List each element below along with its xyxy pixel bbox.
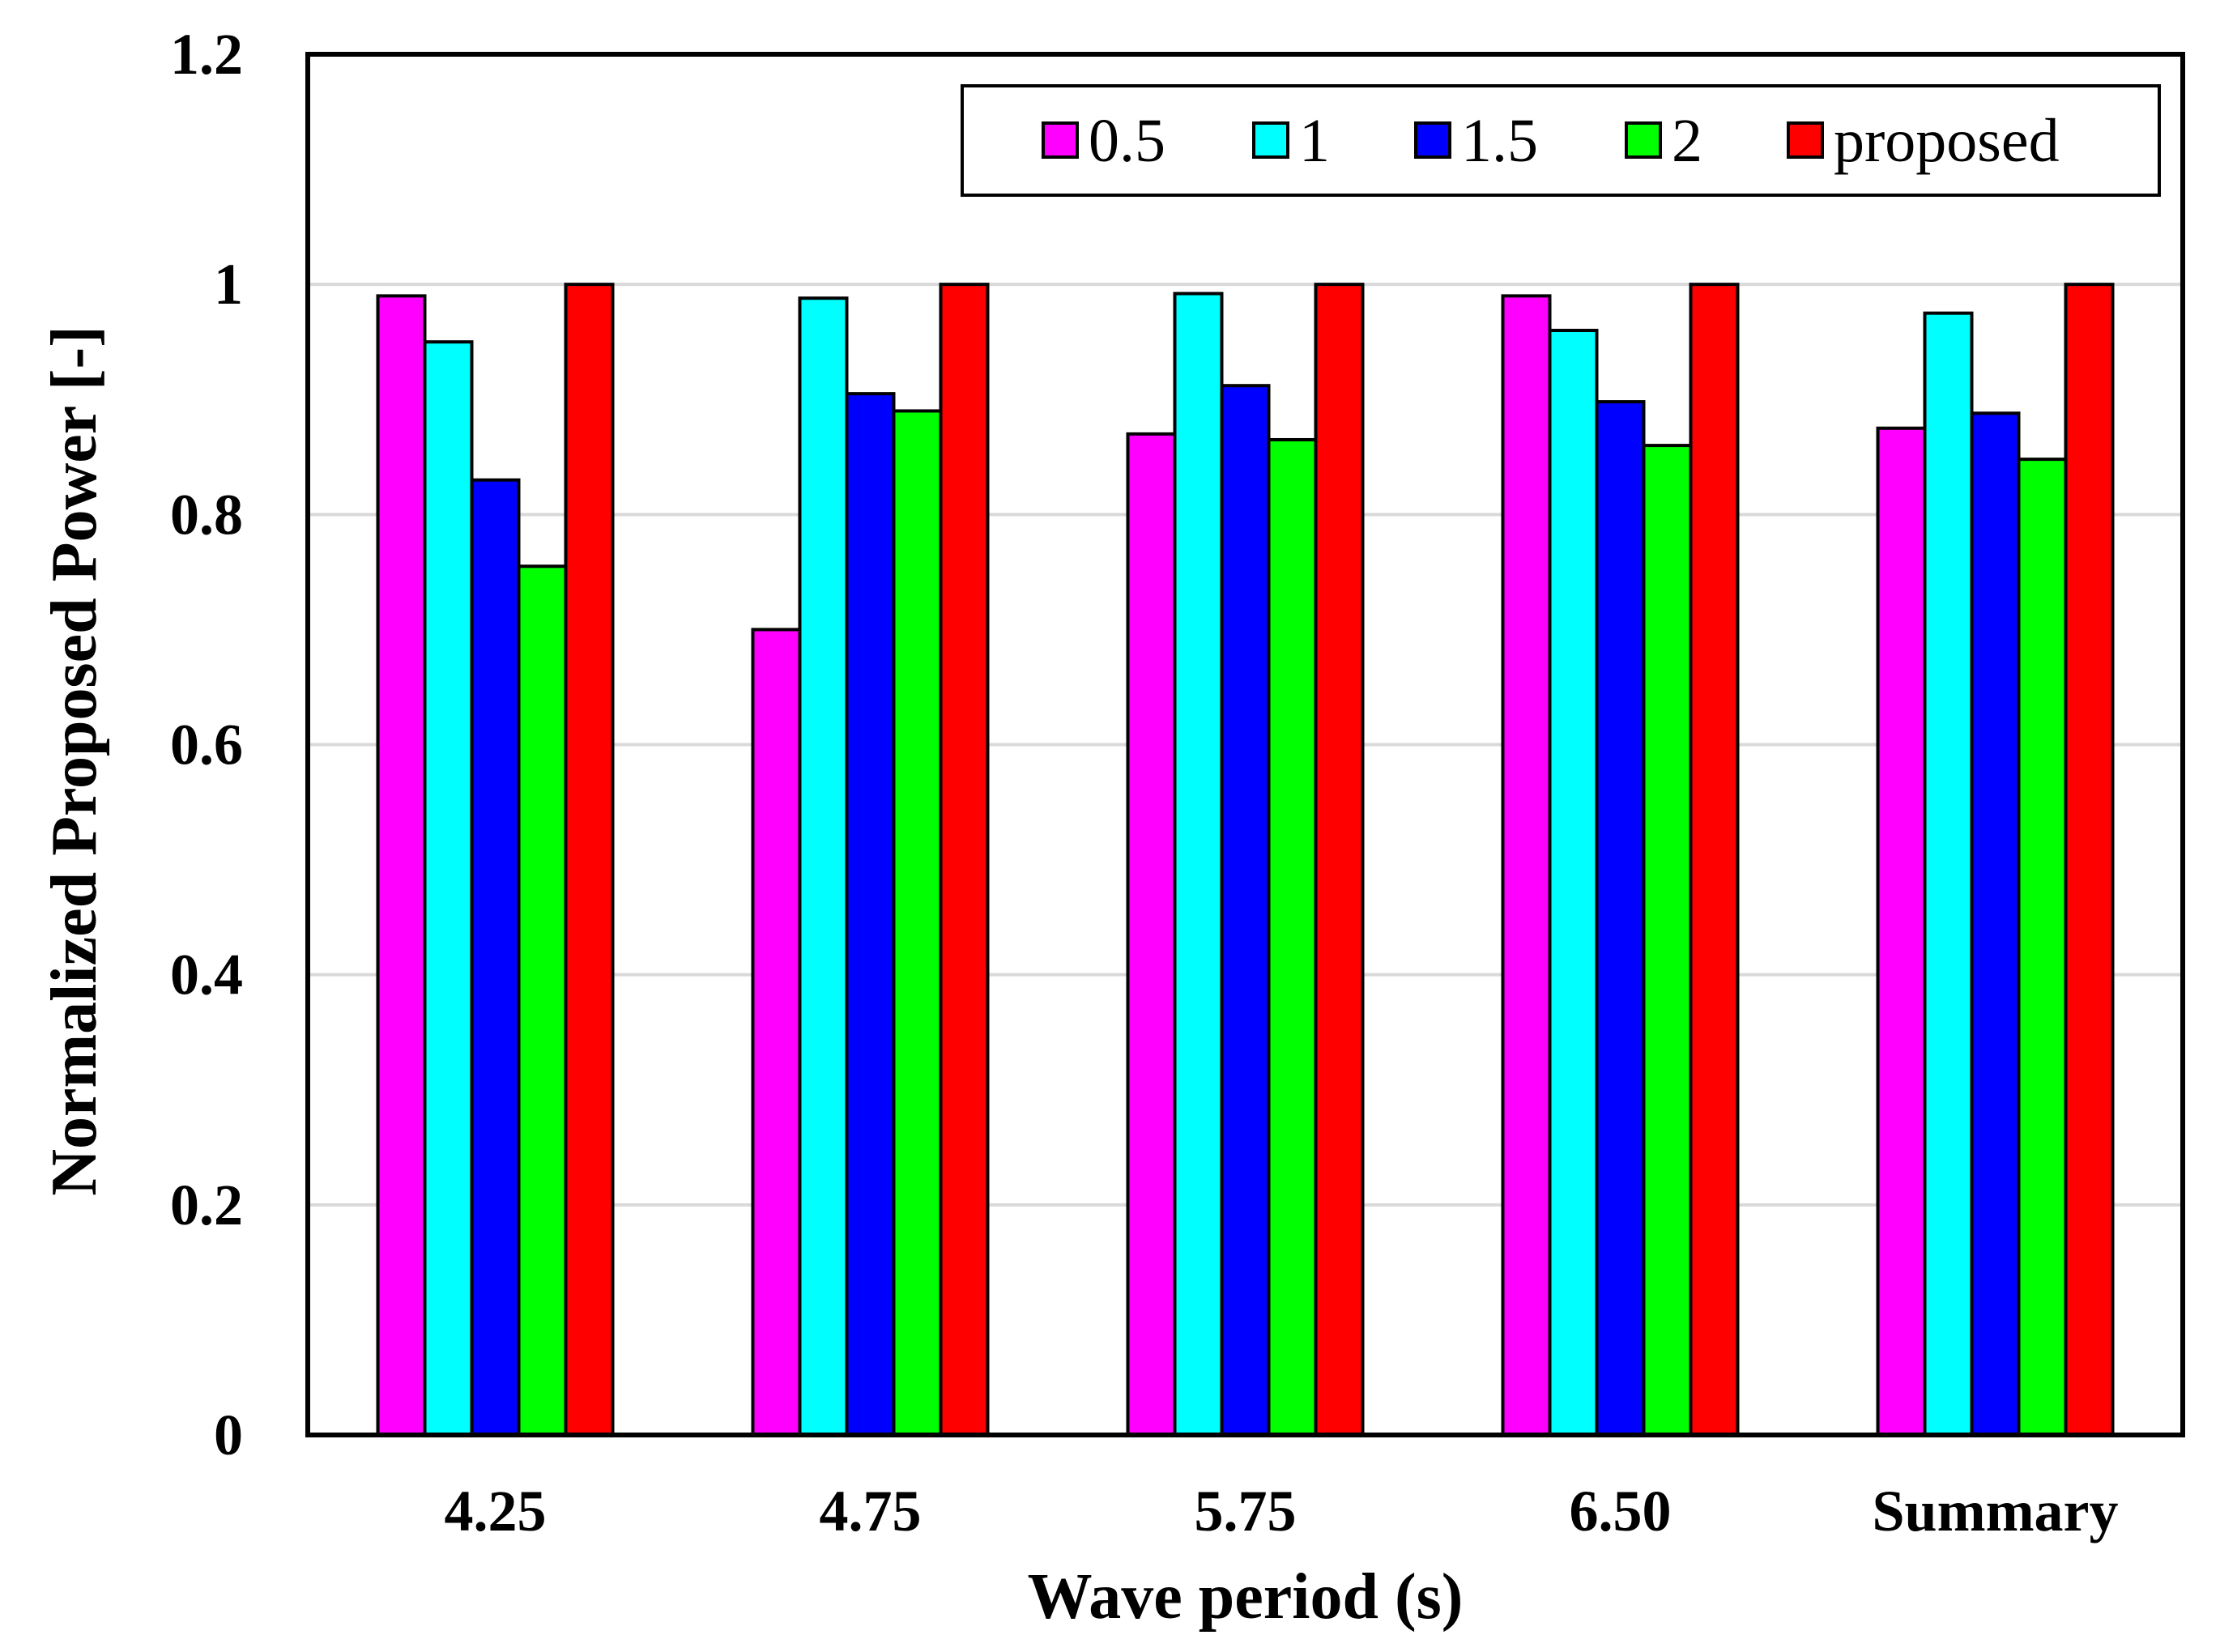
x-tick-label: 4.25 (445, 1479, 547, 1543)
bar-1-6_50 (1548, 329, 1599, 1437)
bar-2-5_75 (1267, 437, 1318, 1437)
bar-1_5-4_25 (470, 478, 521, 1437)
bar-proposed-Summary (2064, 283, 2115, 1437)
x-tick-label: 4.75 (820, 1479, 922, 1543)
x-axis-title: Wave period (s) (1028, 1561, 1464, 1633)
y-tick-label: 0.2 (170, 1173, 243, 1237)
bar-1_5-6_50 (1595, 400, 1646, 1437)
bar-2-4_75 (892, 409, 943, 1437)
bar-1-5_75 (1173, 292, 1224, 1437)
legend-swatch (1414, 121, 1451, 159)
bar-0_5-4_25 (376, 294, 427, 1437)
bar-2-Summary (2017, 458, 2068, 1437)
legend-label: proposed (1834, 107, 2060, 175)
legend-swatch (1042, 121, 1079, 159)
y-tick-label: 1.2 (170, 22, 243, 87)
bar-2-6_50 (1642, 444, 1693, 1437)
y-tick-label: 0.6 (170, 713, 243, 777)
bar-1_5-5_75 (1220, 384, 1271, 1437)
legend-label: 0.5 (1089, 107, 1165, 175)
x-tick-label: 5.75 (1195, 1479, 1297, 1543)
plot-frame (305, 52, 2185, 1437)
legend-swatch (1625, 121, 1662, 159)
legend-swatch (1787, 121, 1824, 159)
legend-box (961, 84, 2161, 197)
bars (376, 283, 2115, 1437)
bar-0_5-5_75 (1126, 432, 1177, 1437)
legend-swatch (1252, 121, 1289, 159)
legend-label: 1 (1299, 107, 1330, 175)
x-tick-labels: 4.25 4.75 5.75 6.50 Summary (445, 1479, 2119, 1543)
y-tick-labels: 0 0.2 0.4 0.6 0.8 1 1.2 (170, 22, 243, 1467)
bar-proposed-4_25 (564, 283, 615, 1437)
y-tick-label: 0 (214, 1403, 243, 1467)
bar-0_5-Summary (1876, 426, 1927, 1437)
bar-2-4_25 (517, 564, 568, 1437)
bar-1_5-4_75 (845, 392, 896, 1437)
bar-proposed-5_75 (1314, 283, 1365, 1437)
bar-1-Summary (1923, 311, 1974, 1437)
y-tick-label: 1 (214, 252, 243, 317)
legend: 0.5 1 1.5 2 proposed (961, 84, 2161, 197)
x-tick-label: Summary (1873, 1479, 2119, 1543)
bar-proposed-6_50 (1689, 283, 1740, 1437)
bar-1_5-Summary (1970, 411, 2021, 1437)
legend-label: 2 (1672, 107, 1702, 175)
bar-proposed-4_75 (939, 283, 990, 1437)
bar-1-4_75 (798, 296, 849, 1437)
bar-0_5-6_50 (1501, 294, 1552, 1437)
y-tick-label: 0.4 (170, 943, 243, 1007)
x-tick-label: 6.50 (1570, 1479, 1672, 1543)
y-axis-title: Normalized Proposed Power [-] (39, 326, 110, 1196)
legend-label: 1.5 (1461, 107, 1538, 175)
bar-0_5-4_75 (751, 628, 802, 1437)
y-tick-label: 0.8 (170, 482, 243, 547)
bar-1-4_25 (423, 340, 474, 1437)
